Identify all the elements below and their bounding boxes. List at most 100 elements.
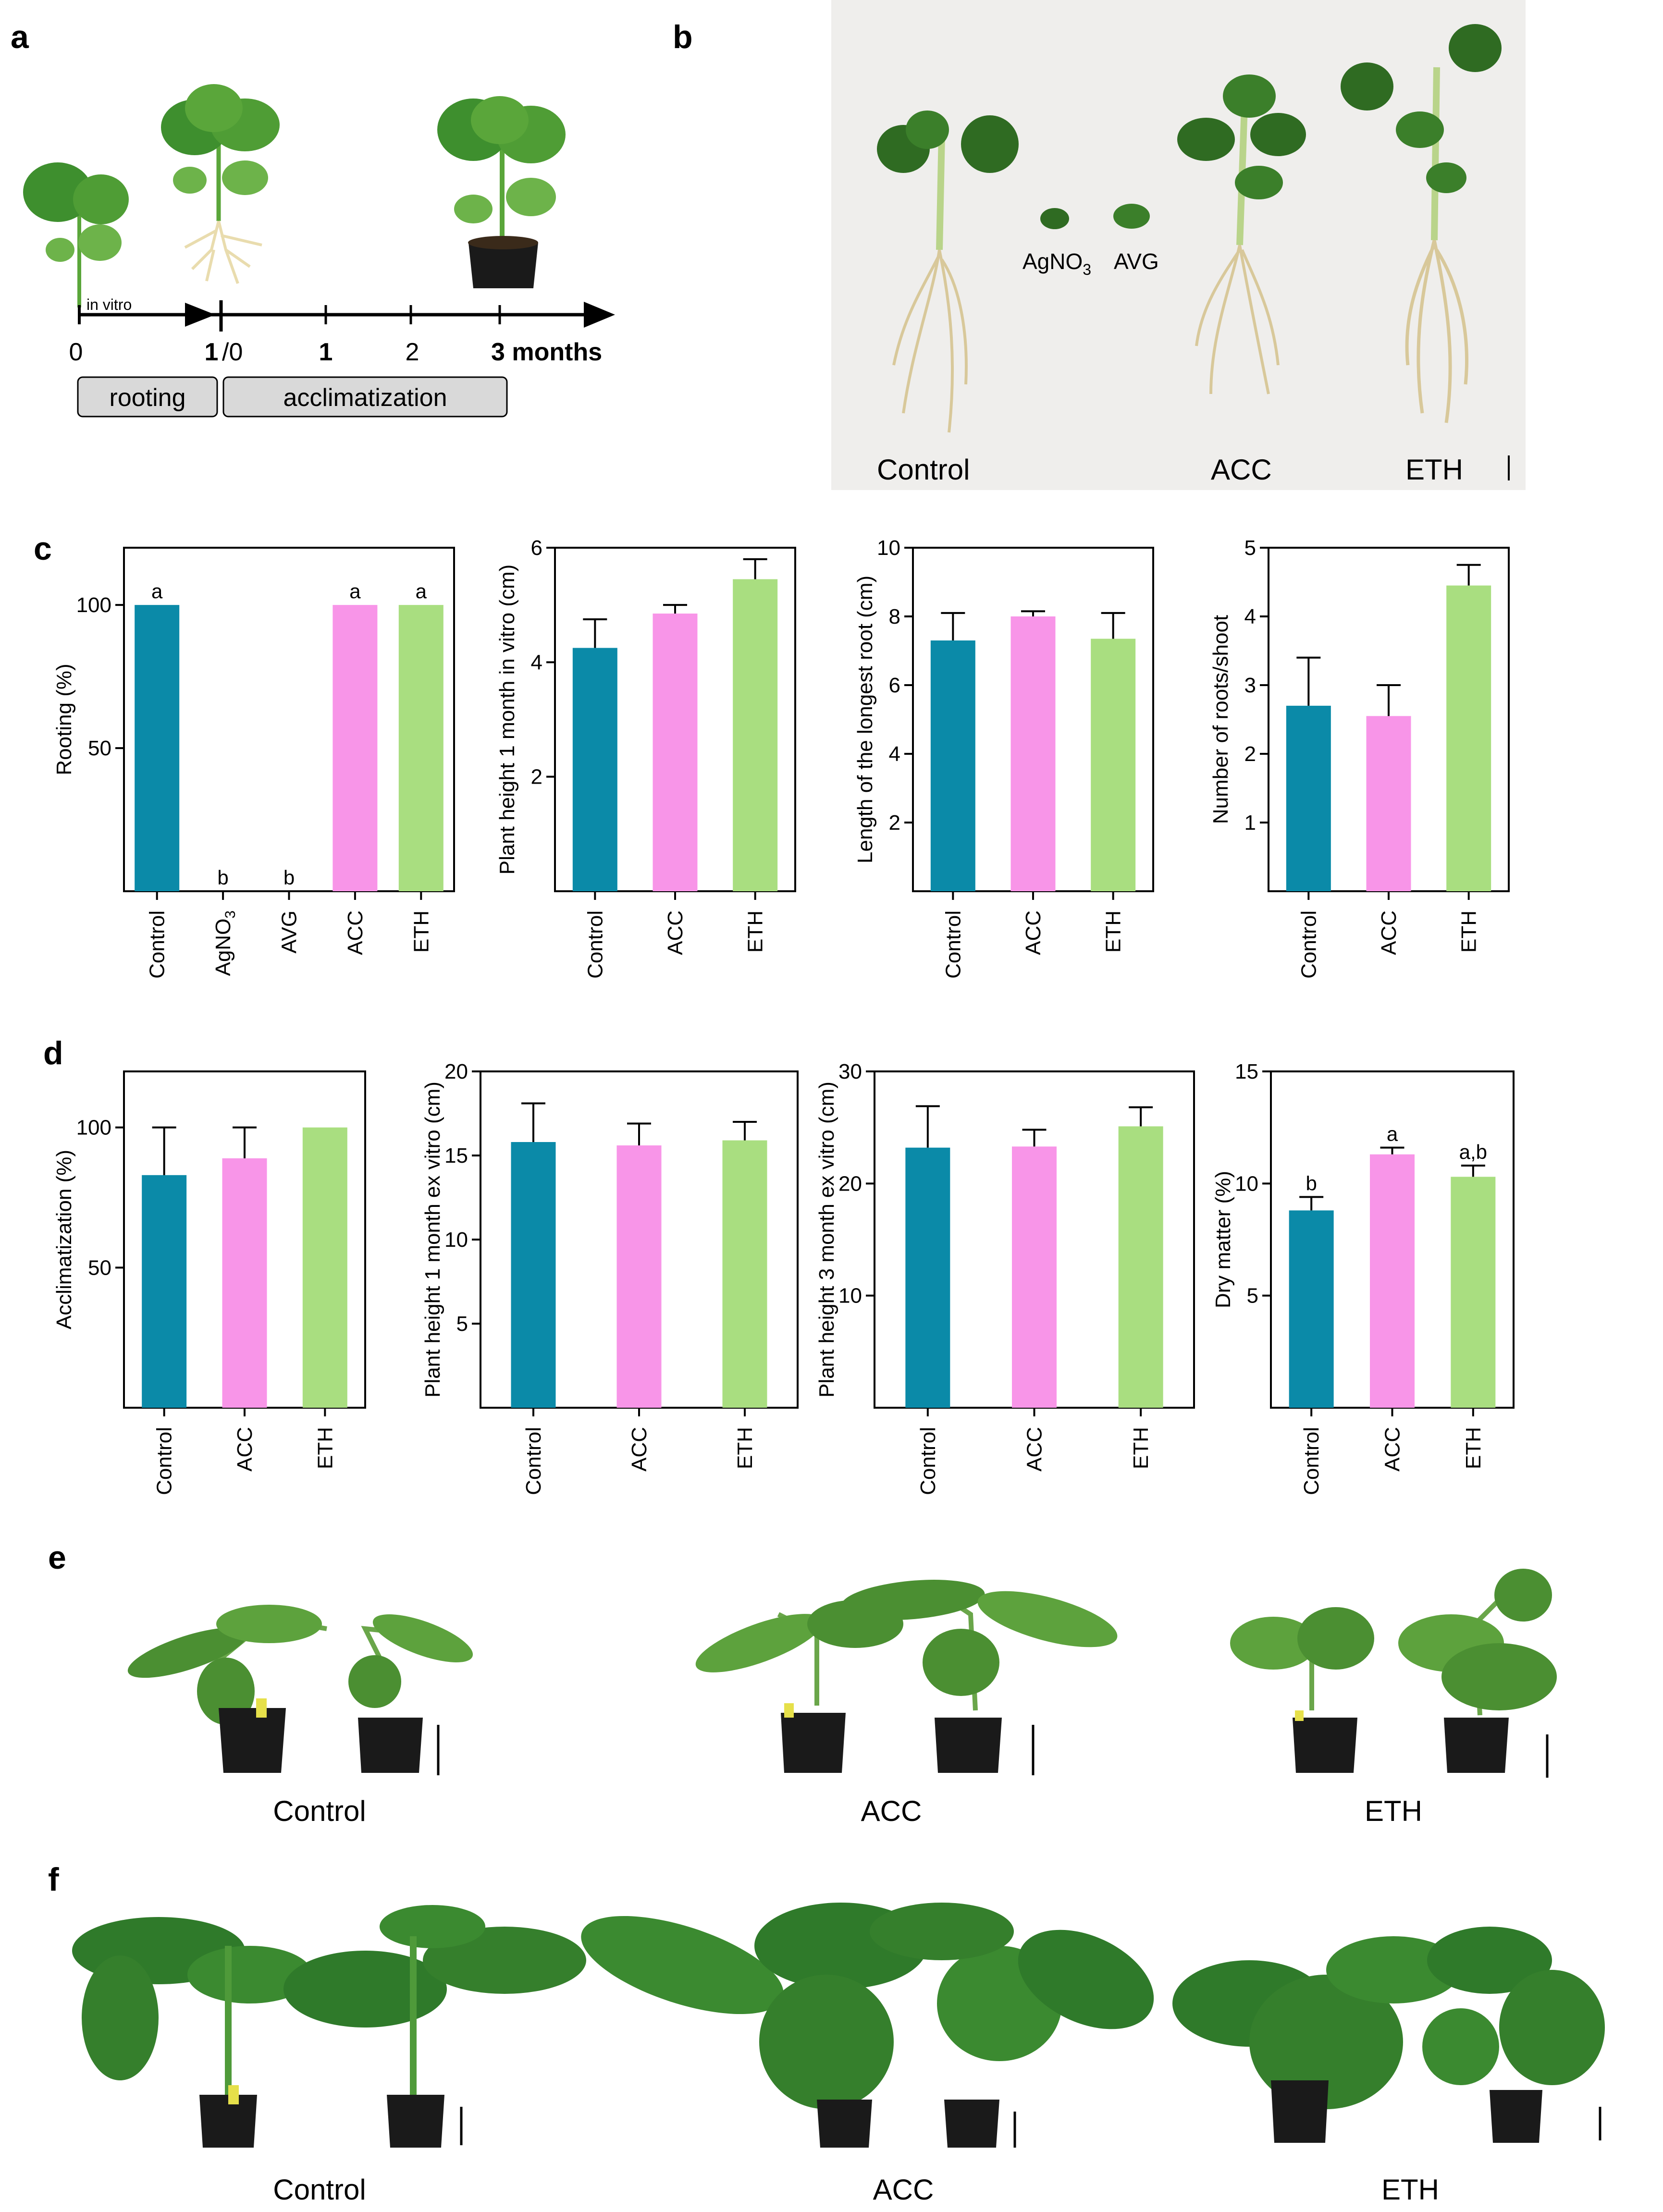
chart-d4-bar-control — [1289, 1210, 1334, 1408]
chart-c4-xlabel: Control — [1297, 910, 1320, 979]
chart-d4-xlabel: Control — [1300, 1427, 1323, 1495]
chart-d1-ytick-label: 50 — [88, 1256, 111, 1279]
tick-label-3-months: 3 months — [491, 338, 602, 366]
photo-b-avg-explant — [1113, 204, 1150, 229]
chart-c3: 2 4 6 8 10 Control ACC ETH Length of the longest… — [853, 536, 1154, 979]
chart-c4: 1 2 3 4 5 Control ACC ETH Number of roots/shoot — [1209, 536, 1510, 979]
chart-d1-xlabel: ETH — [313, 1427, 337, 1469]
chart-c4-ytick-label: 5 — [1244, 536, 1256, 560]
chart-c1-letter: a — [349, 580, 361, 602]
chart-d4-ytick-label: 10 — [1235, 1172, 1258, 1195]
acclimatization-box — [222, 376, 508, 418]
tick-label-0: 0 — [69, 338, 83, 366]
photo-b-control-plantlet — [877, 111, 1019, 433]
photo-panel-f: Control ACC ETH — [72, 1903, 1605, 2206]
chart-d3-bar-control — [905, 1147, 950, 1408]
chart-c4-bar-acc — [1366, 716, 1411, 891]
panel-letter-b: b — [673, 19, 693, 55]
chart-c2-bar-control — [572, 648, 617, 891]
chart-c4-xlabel: ACC — [1377, 910, 1401, 955]
tick-label-2: 2 — [406, 338, 419, 366]
chart-d2-ytick-label: 10 — [444, 1228, 468, 1252]
photo-b-label-agno3: AgNO3 — [1022, 249, 1091, 278]
chart-d4-bar-eth — [1451, 1177, 1496, 1408]
chart-c4-bar-eth — [1446, 585, 1491, 891]
photo-panel-e: Control ACC ETH — [127, 1569, 1557, 1827]
chart-c1-xlabel: ETH — [409, 910, 433, 953]
chart-d4-xlabel: ETH — [1462, 1427, 1485, 1469]
chart-d2-bar-control — [511, 1142, 556, 1408]
chart-d2-ylabel: Plant height 1 month ex vitro (cm) — [421, 1081, 444, 1398]
chart-c3-xlabel: ACC — [1022, 910, 1045, 955]
chart-d3-xlabel: Control — [916, 1427, 940, 1495]
chart-d1-xlabel: Control — [153, 1427, 176, 1495]
chart-d1-bar-acc — [222, 1158, 267, 1408]
chart-d1-ylabel: Acclimatization (%) — [52, 1150, 76, 1329]
photo-b-label-eth: ETH — [1405, 454, 1463, 486]
potted-plant-illustration — [437, 96, 566, 288]
rooting-box — [77, 376, 218, 418]
photo-b-label-acc: ACC — [1211, 454, 1272, 486]
chart-d4: 5 10 15 Control b ACC a ETH a,b Dry matter (%) — [1211, 1060, 1515, 1495]
panel-letter-f: f — [48, 1861, 59, 1898]
chart-d2-xlabel: ACC — [628, 1427, 651, 1472]
chart-d3-ytick-label: 20 — [838, 1172, 862, 1195]
panel-letter-a: a — [11, 19, 29, 55]
chart-d2-xlabel: Control — [522, 1427, 545, 1495]
label-in-vitro: in vitro — [86, 296, 132, 313]
chart-d2-ytick-label: 15 — [444, 1144, 468, 1167]
photo-f-label-control: Control — [273, 2174, 366, 2206]
chart-d3: 10 20 30 Control ACC ETH Plant height 3 month … — [815, 1060, 1195, 1495]
chart-d3-ytick-label: 10 — [838, 1284, 862, 1308]
chart-c1-ytick-label: 100 — [76, 593, 111, 617]
chart-d2-bar-acc — [616, 1145, 662, 1408]
chart-c3-ytick-label: 10 — [877, 536, 900, 560]
chart-d3-ytick-label: 30 — [838, 1060, 862, 1083]
chart-c2-xlabel: Control — [583, 910, 607, 979]
photo-b-label-avg: AVG — [1114, 249, 1159, 274]
chart-c3-bar-acc — [1010, 616, 1056, 891]
chart-c3-ytick-label: 8 — [889, 605, 900, 628]
chart-c2-ytick-label: 4 — [531, 651, 542, 674]
chart-d2-xlabel: ETH — [733, 1427, 757, 1469]
chart-d4-letter: a — [1387, 1123, 1398, 1145]
chart-d4-xlabel: ACC — [1381, 1427, 1404, 1472]
chart-c1-ytick-label: 50 — [88, 737, 111, 760]
photo-b-acc-plantlet — [1177, 74, 1306, 394]
chart-c2-xlabel: ACC — [664, 910, 687, 955]
chart-d3-bar-acc — [1012, 1146, 1057, 1408]
tick-label-1-bold: 1 — [205, 338, 219, 366]
tick-label-slash-0: /0 — [222, 338, 243, 366]
chart-c4-ylabel: Number of roots/shoot — [1209, 615, 1232, 824]
chart-d2: 5 10 15 20 Control ACC ETH Plant height 1 month… — [421, 1060, 799, 1495]
photo-f-eth-plants — [1172, 1927, 1605, 2143]
chart-c1-xlabel: AgNO3 — [211, 910, 238, 976]
photo-e-label-control: Control — [273, 1795, 366, 1827]
chart-c1-bar-eth — [398, 605, 443, 891]
chart-c4-ytick-label: 4 — [1244, 605, 1256, 628]
chart-c1-xlabel: ACC — [344, 910, 367, 955]
photo-e-eth-plants — [1230, 1569, 1557, 1773]
photo-f-control-plants — [72, 1905, 586, 2148]
chart-c2-ylabel: Plant height 1 month in vitro (cm) — [495, 565, 519, 875]
chart-d3-xlabel: ETH — [1129, 1427, 1153, 1469]
chart-c1-xlabel: Control — [146, 910, 169, 979]
chart-c4-xlabel: ETH — [1457, 910, 1481, 953]
photo-e-label-acc: ACC — [861, 1795, 922, 1827]
chart-d3-ylabel: Plant height 3 month ex vitro (cm) — [815, 1081, 838, 1398]
chart-c2: 2 4 6 Control ACC ETH Plant height 1 month in … — [495, 536, 796, 979]
panel-letter-c: c — [34, 530, 52, 567]
chart-d4-bar-acc — [1370, 1154, 1415, 1408]
chart-c4-ytick-label: 3 — [1244, 674, 1256, 697]
chart-c1-bar-control — [135, 605, 180, 891]
chart-c3-ylabel: Length of the longest root (cm) — [853, 576, 877, 863]
chart-c3-xlabel: Control — [941, 910, 965, 979]
photo-b-agno3-explant — [1040, 208, 1069, 229]
panel-letter-e: e — [48, 1539, 66, 1576]
photo-e-control-plants — [127, 1605, 473, 1773]
photo-f-label-eth: ETH — [1381, 2174, 1439, 2206]
chart-c4-bar-control — [1286, 705, 1331, 891]
chart-c1-letter: b — [283, 866, 295, 889]
chart-c4-ytick-label: 1 — [1244, 811, 1256, 835]
